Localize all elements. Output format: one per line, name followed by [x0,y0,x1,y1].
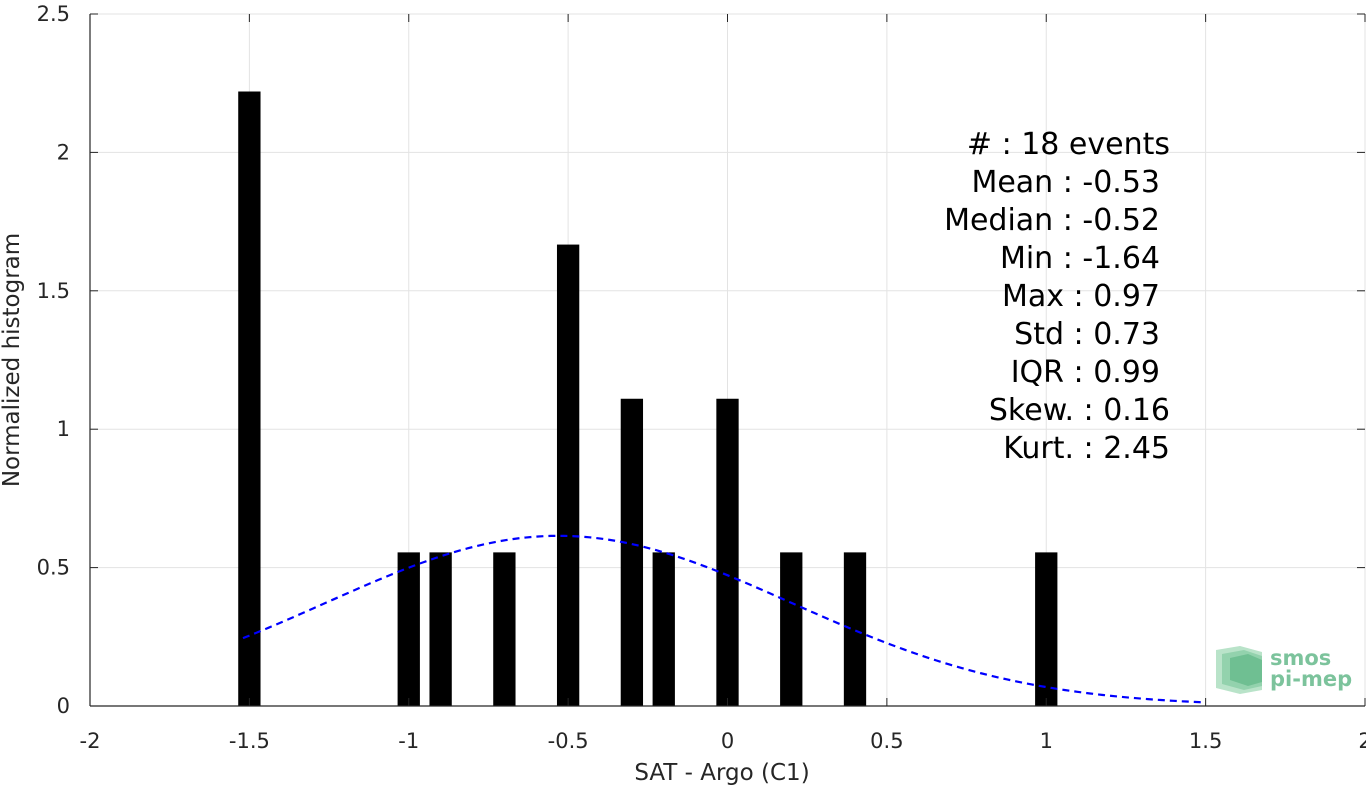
y-tick-label: 1 [57,417,70,441]
x-tick-label: 1 [1040,729,1053,753]
histogram-bar [620,398,644,706]
stat-line: Mean : -0.53 [971,165,1160,200]
x-tick-label: 2 [1358,729,1366,753]
x-tick-label: 0 [721,729,734,753]
y-tick-label: 0 [57,694,70,718]
x-tick-label: 0.5 [870,729,903,753]
histogram-bar [843,552,867,706]
histogram-bar [429,552,452,706]
y-tick-label: 2 [57,140,70,164]
histogram-bar [716,398,739,706]
stat-line: Skew. : 0.16 [989,393,1170,428]
x-tick-label: -0.5 [548,729,589,753]
y-tick-label: 2.5 [37,2,70,26]
stat-line: # : 18 events [967,127,1170,162]
histogram-bar [652,552,675,706]
stat-line: Min : -1.64 [1000,241,1160,276]
logo-line-1: smos [1270,646,1331,670]
y-tick-label: 0.5 [37,556,70,580]
histogram-bar [493,552,516,706]
histogram-bar [1035,552,1058,706]
logo-mark-icon [1216,646,1262,694]
stat-line: Std : 0.73 [1014,317,1160,352]
y-tick-labels: 0 0.5 1 1.5 2 2.5 [37,2,70,718]
normal-fit-curve [242,534,1206,704]
y-tick-label: 1.5 [37,279,70,303]
stat-line: Median : -0.52 [944,203,1160,238]
histogram-bar [780,552,803,706]
x-axis-label: SAT - Argo (C1) [634,760,809,786]
logo-line-2: pi-mep [1270,667,1352,691]
x-tick-label: -1.5 [229,729,270,753]
x-tick-label: -2 [80,729,101,753]
stat-line: Max : 0.97 [1002,279,1160,314]
histogram-bars [238,91,1058,706]
x-tick-labels: -2 -1.5 -1 -0.5 0 0.5 1 1.5 2 [80,729,1366,753]
smos-pimep-logo: smos pi-mep [1216,646,1352,694]
stat-line: IQR : 0.99 [1011,355,1160,390]
histogram-bar [238,91,261,706]
axes [89,13,1366,707]
x-tick-label: 1.5 [1189,729,1222,753]
stat-line: Kurt. : 2.45 [1003,431,1170,466]
y-axis-label: Normalized histogram [0,233,25,487]
x-tick-label: -1 [398,729,419,753]
histogram-bar [556,244,580,706]
histogram-bar [397,552,420,706]
